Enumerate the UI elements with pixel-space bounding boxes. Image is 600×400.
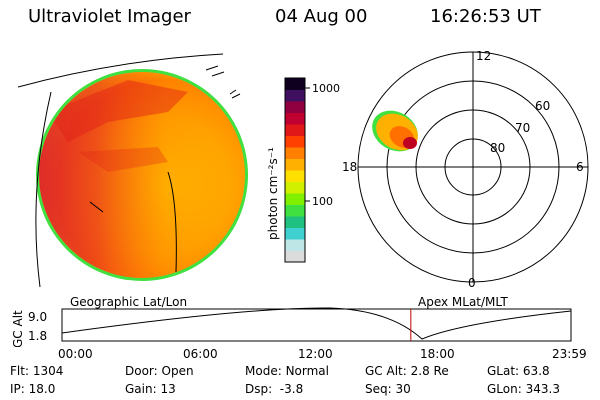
timeline-axis-label: GC Alt <box>11 310 25 347</box>
colorbar-segment <box>285 135 305 148</box>
info-door: Door: Open <box>125 364 194 378</box>
info-mode: Mode: Normal <box>245 364 329 378</box>
colorbar-segment <box>285 124 305 136</box>
colorbar-segment <box>285 216 305 228</box>
timeline-x-label-1200: 12:00 <box>298 347 333 361</box>
mlt-label-6: 6 <box>576 160 584 174</box>
info-glat: GLat: 63.8 <box>487 364 550 378</box>
info-dsp: Dsp: -3.8 <box>245 382 304 396</box>
timeline-frame <box>61 308 572 342</box>
colorbar-segment <box>285 78 305 90</box>
colorbar-segment <box>285 112 305 125</box>
date-label: 04 Aug 00 <box>275 6 368 27</box>
colorbar-segment <box>285 239 305 251</box>
timeline-x-label-0000: 00:00 <box>58 347 93 361</box>
timeline-right-caption: Apex MLat/MLT <box>418 295 508 309</box>
colorbar-segment <box>285 170 305 182</box>
lat-line <box>18 53 224 88</box>
info-glon: GLon: 343.3 <box>487 382 560 396</box>
polar-aurora-blob <box>372 110 418 152</box>
instrument-title: Ultraviolet Imager <box>28 6 191 27</box>
time-label: 16:26:53 UT <box>430 6 541 27</box>
timeline-left-caption: Geographic Lat/Lon <box>70 295 188 309</box>
aurora-oval <box>39 72 245 278</box>
mlt-label-18: 18 <box>342 160 357 174</box>
lon-line <box>167 171 177 273</box>
timeline-x-label-1800: 18:00 <box>420 347 455 361</box>
timeline-x-label-2359: 23:59 <box>552 347 587 361</box>
lat-label-70: 70 <box>515 121 530 135</box>
colorbar-tick-100: 100 <box>312 195 333 208</box>
info-ip: IP: 18.0 <box>10 382 56 396</box>
altitude-curve <box>61 307 572 340</box>
colorbar-segment <box>285 181 305 194</box>
mlt-label-12: 12 <box>476 49 491 63</box>
colorbar-segment <box>285 158 305 171</box>
colorbar-segment <box>285 193 305 205</box>
colorbar-segment <box>285 204 305 217</box>
polar-plot: 12 18 6 0 60 70 80 <box>342 49 589 290</box>
auroral-image <box>18 53 248 288</box>
timeline-y-max: 9.0 <box>28 310 47 324</box>
info-flt: Flt: 1304 <box>10 364 64 378</box>
info-seq: Seq: 30 <box>365 382 411 396</box>
lon-line <box>35 91 52 288</box>
orbit-timeline: GC Alt 9.0 1.8 <box>11 307 572 347</box>
colorbar-label: photon cm⁻²s⁻¹ <box>266 147 280 240</box>
colorbar-segment <box>285 89 305 102</box>
coast-marks <box>229 89 241 99</box>
timeline-y-min: 1.8 <box>28 329 47 343</box>
coast-marks <box>205 65 225 77</box>
mlt-label-0: 0 <box>468 276 476 290</box>
colorbar: 1000 100 photon cm⁻²s⁻¹ <box>266 77 340 263</box>
coast-line <box>89 201 104 213</box>
info-gc-alt: GC Alt: 2.8 Re <box>365 364 449 378</box>
colorbar-segment <box>285 101 305 113</box>
colorbar-tick-1000: 1000 <box>312 82 340 95</box>
colorbar-segment <box>285 147 305 159</box>
info-gain: Gain: 13 <box>125 382 176 396</box>
timeline-x-label-0600: 06:00 <box>183 347 218 361</box>
colorbar-segment <box>285 250 305 263</box>
colorbar-segment <box>285 227 305 240</box>
lat-label-80: 80 <box>490 141 505 155</box>
lat-label-60: 60 <box>535 99 550 113</box>
